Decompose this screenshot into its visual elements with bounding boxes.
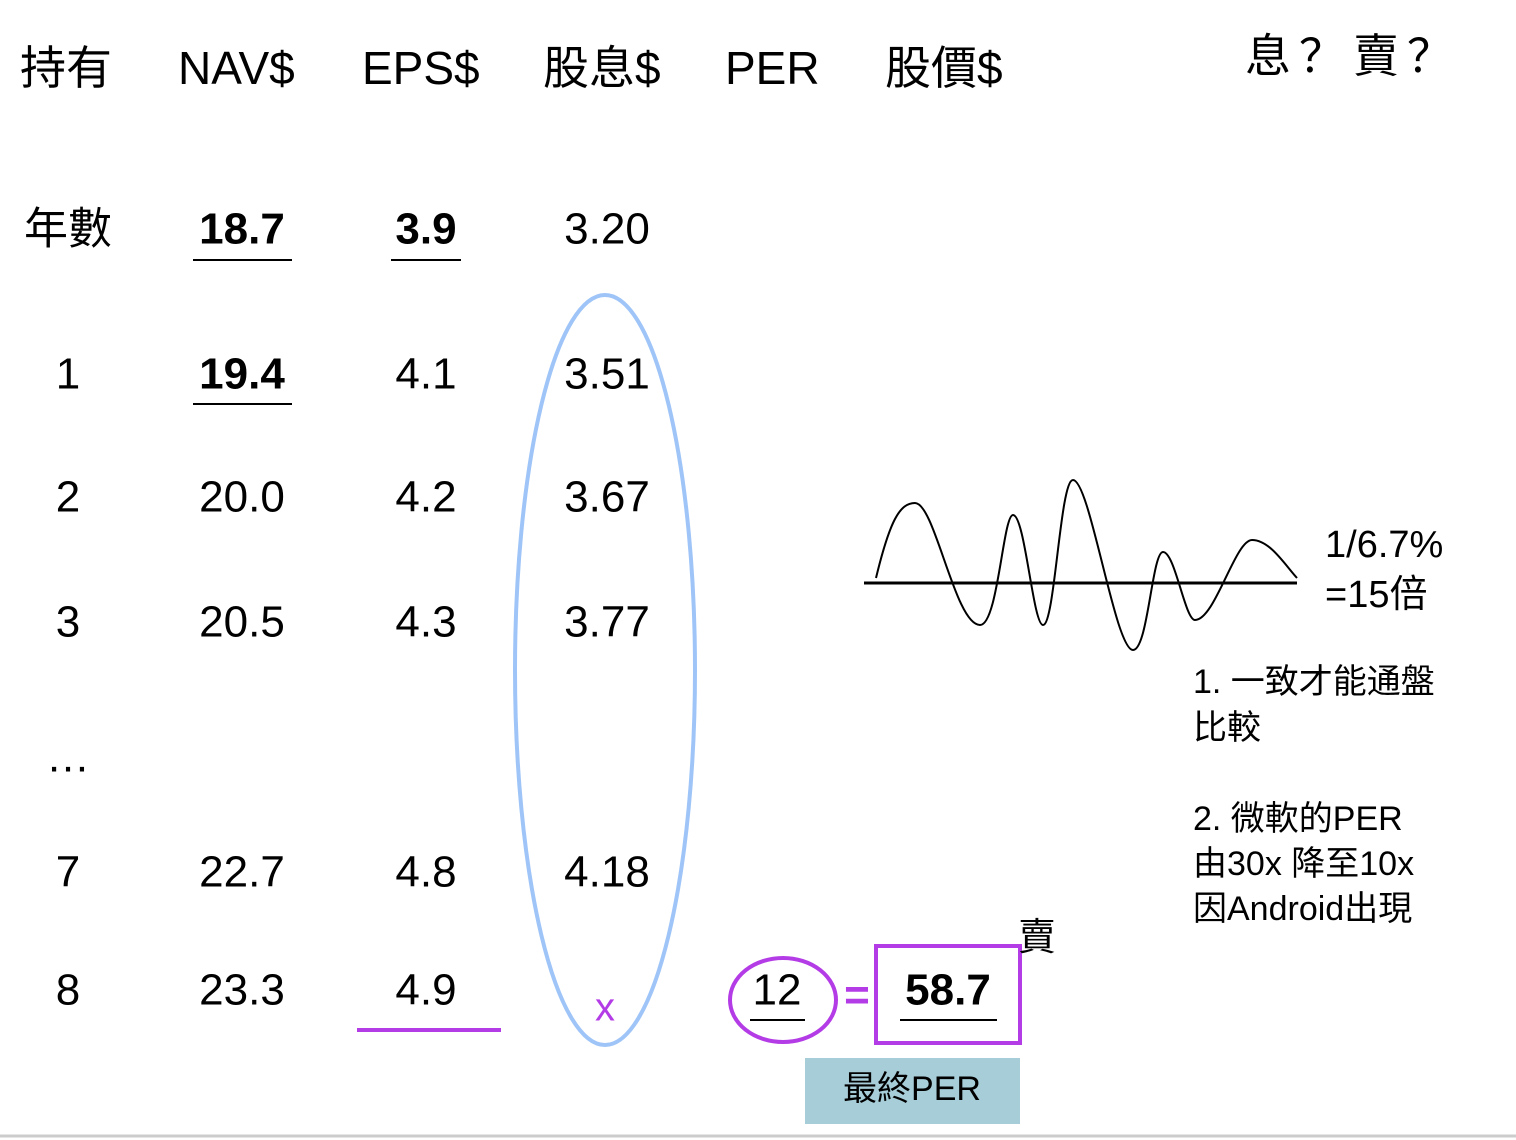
cell: 8 (56, 966, 80, 1015)
cell: 2 (56, 473, 80, 522)
cell: 年數 (24, 205, 112, 254)
price: 58.7 (905, 966, 991, 1015)
note-line: 1. 一致才能通盤 (1193, 663, 1435, 701)
column-header: EPS$ (362, 42, 480, 94)
note-line: 比較 (1193, 709, 1261, 747)
note-line: 2. 微軟的PER (1193, 800, 1403, 838)
note-line: 因Android出現 (1193, 890, 1412, 928)
cell: … (46, 733, 90, 782)
cell: 3.77 (564, 598, 650, 647)
table: 年數 18.7 3.9 3.20 1 19.4 4.1 3.51 2 20.0 … (24, 205, 650, 1032)
header: 持有 NAV$ EPS$ 股息$ PER 股價$ 息？賣？ (20, 30, 1461, 94)
cycle-line: 1/6.7% (1325, 524, 1443, 566)
wave (875, 478, 1298, 652)
cell: 3.67 (564, 473, 650, 522)
column-header: 股息$ (543, 42, 661, 94)
cell: 22.7 (199, 848, 285, 897)
cell: 18.7 (199, 205, 285, 254)
cell: 4.9 (395, 966, 456, 1015)
cell: 20.5 (199, 598, 285, 647)
note-line: 由30x 降至10x (1193, 845, 1414, 883)
box (874, 944, 1022, 1045)
cell: 3 (56, 598, 80, 647)
cell: 4.3 (395, 598, 456, 647)
cell: 3.51 (564, 350, 650, 399)
notes: 1. 一致才能通盤 比較 2. 微軟的PER 由30x 降至10x 因Andro… (1193, 663, 1435, 928)
cell: 19.4 (199, 350, 285, 399)
cell: 1 (56, 350, 80, 399)
formula: 12 = 58.7 賣 最終PER (728, 917, 1056, 1124)
cell: 4.18 (564, 848, 650, 897)
column-header: NAV$ (178, 42, 295, 94)
column-header: 股價$ (885, 42, 1003, 94)
cell: 7 (56, 848, 80, 897)
cell: 4.2 (395, 473, 456, 522)
cell: 4.1 (395, 350, 456, 399)
label-box (805, 1058, 1020, 1124)
circle (728, 956, 838, 1044)
column-header: PER (725, 42, 820, 94)
cell: 20.0 (199, 473, 285, 522)
equals: = (844, 971, 870, 1020)
cell: x (595, 986, 615, 1030)
cell: 4.8 (395, 848, 456, 897)
highlight-ellipse (513, 293, 697, 1047)
cycle-line: =15倍 (1325, 574, 1427, 616)
action: 賣 (1018, 917, 1056, 959)
cell: 3.20 (564, 205, 650, 254)
question: 息？賣？ (1245, 30, 1461, 82)
per: 12 (753, 966, 802, 1015)
column-header: 持有 (20, 42, 112, 94)
cycle: 1/6.7% =15倍 (864, 478, 1443, 652)
cell: 23.3 (199, 966, 285, 1015)
label: 最終PER (843, 1070, 981, 1108)
cell: 3.9 (395, 205, 456, 254)
